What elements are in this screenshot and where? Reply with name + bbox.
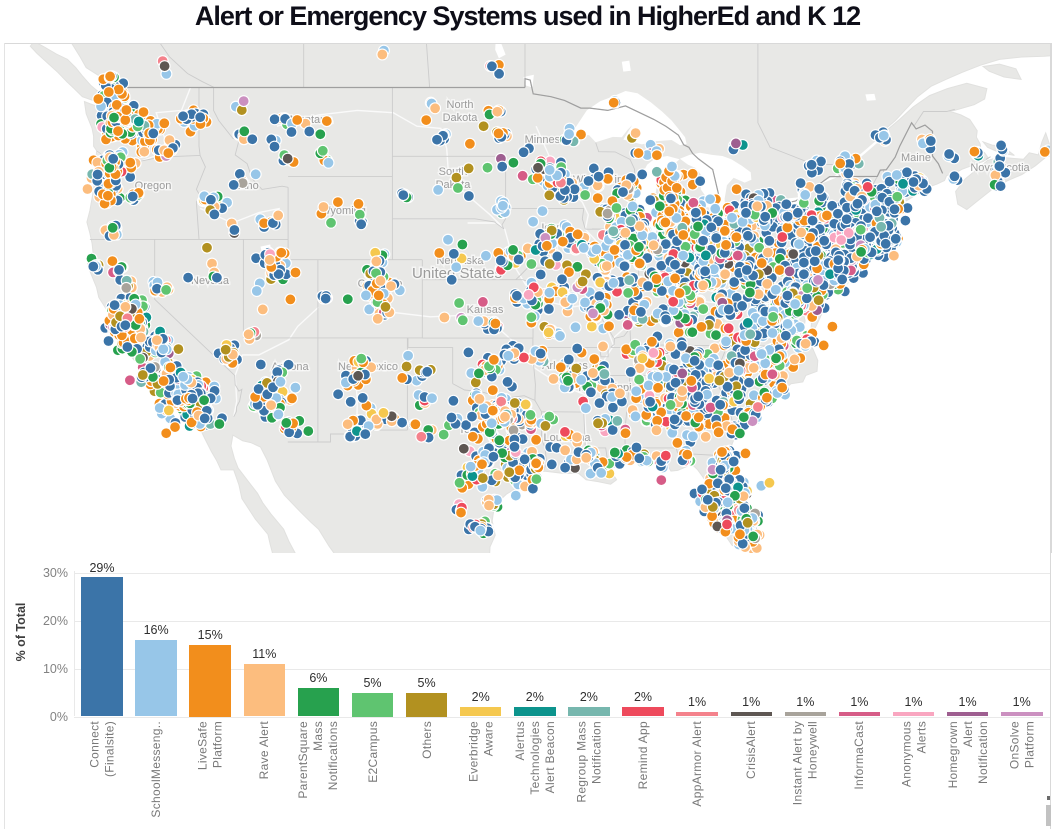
svg-text:Dakota: Dakota [443, 112, 479, 124]
svg-text:United States: United States [412, 265, 502, 282]
svg-text:Kansas: Kansas [467, 304, 504, 316]
svg-text:Maine: Maine [901, 152, 931, 164]
svg-text:North: North [447, 99, 474, 111]
